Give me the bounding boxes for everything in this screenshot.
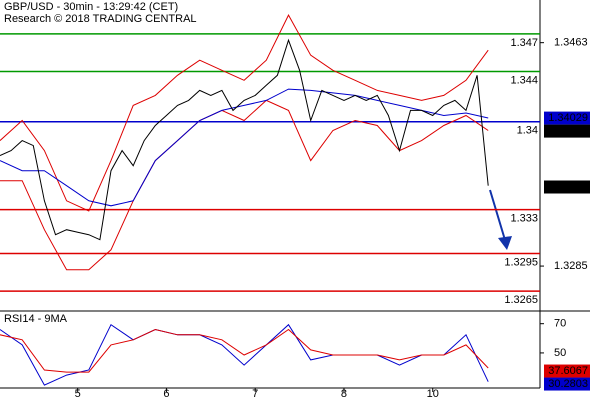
price-line [0,14,489,212]
y-tick-label: 1.3285 [554,260,588,272]
chart-title: RSI14 - 9MA [4,313,68,325]
x-tick-label: 7 [252,388,258,400]
level-label: 1.333 [510,213,538,225]
price-label: 30.2803 [548,378,588,390]
x-tick-label: 5 [75,388,81,400]
chart-subtitle: Research © 2018 TRADING CENTRAL [4,13,197,25]
y-tick-label: 50 [554,347,566,359]
forecast-arrowhead [498,236,512,250]
x-tick-label: 10 [427,388,439,400]
price-label-box [544,124,590,138]
price-line [0,328,489,373]
chart-title: GBP/USD - 30min - 13:29:42 (CET) [4,1,178,13]
price-line [0,99,489,271]
price-label: 37.6067 [548,365,588,377]
price-label-box [544,364,590,378]
x-tick-label: 8 [341,388,347,400]
level-label: 1.34 [517,125,538,137]
level-label: 1.3265 [504,294,538,306]
x-tick-label: 6 [163,388,169,400]
price-label: 1.3348 [554,181,588,193]
level-label: 1.347 [510,37,538,49]
price-line [0,88,489,207]
price-line [0,38,489,241]
y-tick-label: 70 [554,318,566,330]
level-label: 1.344 [510,74,538,86]
y-tick-label: 1.3463 [554,37,588,49]
level-label: 1.3295 [504,256,538,268]
forecast-arrow [489,189,506,241]
price-label-box [544,377,590,391]
price-label: 1.33963 [548,125,588,137]
price-label-box [544,180,590,194]
price-label-box [544,111,590,125]
price-label: 1.34029 [548,112,588,124]
